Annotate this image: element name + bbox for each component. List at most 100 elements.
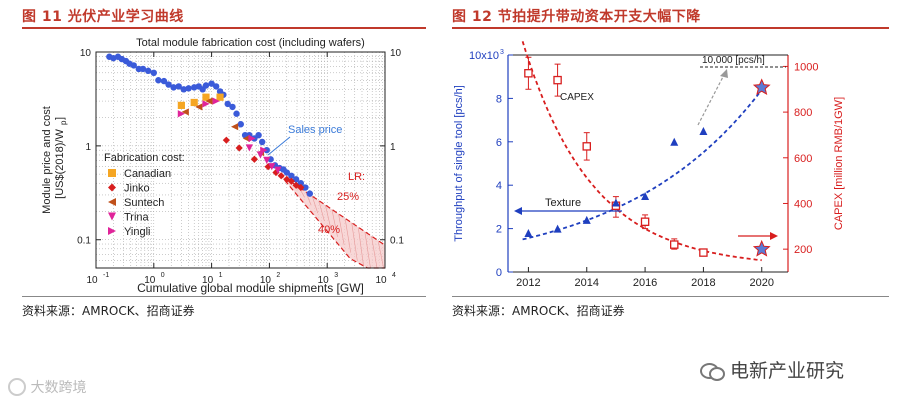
left-point-trina (268, 163, 276, 171)
left-y-tick-label: 10 (80, 48, 92, 59)
left-point-sales-price (150, 69, 157, 77)
right-yl-tick-label-top-exp: 3 (500, 49, 504, 56)
left-x-tick-base: 10 (144, 275, 156, 286)
left-point-sales-price (160, 77, 168, 85)
left-point-suntech (181, 108, 189, 116)
lr-40-label: 40% (318, 224, 340, 236)
left-series-jinko (222, 136, 305, 192)
left-x-tick-base: 10 (260, 275, 272, 286)
learning-rate-hatch-line (344, 218, 351, 253)
left-point-sales-price (229, 103, 236, 111)
left-x-tick-label: 10 2 (260, 272, 281, 286)
left-x-tick-exp: 2 (276, 272, 280, 279)
left-point-sales-price (237, 121, 244, 128)
left-point-sales-price (144, 67, 152, 75)
progress-arrow (697, 72, 726, 126)
left-point-canadian (190, 98, 198, 107)
left-y-axis-label-end: ] (54, 117, 66, 120)
left-point-yingli (248, 134, 256, 143)
source-rule-left (22, 296, 426, 297)
right-yl-tick-label: 8 (496, 93, 502, 105)
left-point-sales-price (185, 85, 192, 92)
watermark-left-text: 大数跨境 (30, 380, 87, 396)
right-yl-tick-label-top: 10x10 3 (469, 49, 504, 62)
left-series-suntech (181, 97, 265, 157)
target-throughput-label: 10,000 [pcs/h] (702, 55, 765, 66)
right-x-tick-label: 2014 (575, 277, 599, 289)
target-capex-star (752, 239, 771, 257)
left-x-tick-exp: 1 (219, 272, 223, 279)
right-y-left-label: Throughput of single tool [pcs/h] (453, 85, 465, 242)
learning-rate-hatch-line (311, 195, 319, 214)
learning-rate-hatch-line (371, 235, 378, 269)
left-x-tick-label: 10 3 (318, 272, 339, 286)
left-point-canadian (177, 101, 185, 109)
texture-point (611, 198, 620, 207)
left-y-tick-label-right: 1 (390, 142, 396, 153)
right-yr-tick-label: 600 (794, 153, 812, 165)
legend-marker-trina (108, 212, 116, 221)
legend-label-suntech: Suntech (124, 197, 164, 209)
left-x-tick-base: 10 (318, 275, 330, 286)
left-y-axis-label-line2: [US$(2018)/W (54, 129, 66, 199)
capex-point (553, 75, 562, 85)
learning-rate-hatch-line (318, 200, 325, 222)
left-point-yingli (260, 146, 268, 154)
left-point-sales-price (180, 86, 187, 93)
left-point-jinko (287, 177, 295, 185)
right-yl-tick-label: 6 (496, 137, 502, 149)
capex-point (582, 142, 592, 151)
right-yl-tick-label: 4 (496, 180, 502, 192)
legend-marker-jinko (108, 183, 116, 192)
left-point-sales-price (130, 62, 137, 69)
texture-arrow-head (514, 207, 522, 215)
learning-rate-hatch (292, 182, 384, 269)
right-y-right-label-text: CAPEX [million RMB/1GW] (833, 97, 845, 230)
progress-arrow-head (720, 69, 728, 78)
legend-label-yingli: Yingli (124, 226, 151, 238)
legend-label-canadian: Canadian (124, 168, 171, 180)
left-point-yingli (177, 110, 185, 118)
capex-point (524, 69, 533, 78)
source-rule-right (452, 296, 889, 297)
right-yr-tick-label: 400 (794, 198, 812, 210)
legend-label-trina: Trina (124, 212, 150, 224)
left-point-jinko (235, 144, 243, 152)
left-y-axis-label-sub: p (59, 120, 68, 125)
left-x-tick-label: 10 1 (202, 272, 223, 286)
left-series-trina (245, 144, 282, 174)
left-point-jinko (272, 168, 280, 177)
right-y-left-label-text: Throughput of single tool [pcs/h] (453, 85, 465, 242)
left-x-axis-label: Cumulative global module shipments [GW] (137, 281, 364, 295)
left-x-tick-exp: 4 (392, 272, 396, 279)
target-throughput-star (752, 78, 771, 96)
left-x-tick-base: 10 (86, 275, 98, 286)
texture-point (699, 126, 708, 135)
capex-point (699, 248, 708, 257)
left-point-sales-price (288, 172, 295, 179)
sales-price-annotation: Sales price (288, 124, 342, 136)
left-x-tick-exp: -1 (103, 272, 109, 279)
watermark-logo-icon (8, 378, 26, 396)
capex-point (640, 217, 650, 226)
left-x-tick-exp: 3 (334, 272, 338, 279)
right-yr-tick-label: 800 (794, 107, 812, 119)
throughput-trend-line (522, 89, 763, 241)
capex-annotation: CAPEX (560, 92, 594, 103)
watermark-right-text: 电新产业研究 (730, 360, 845, 382)
left-point-jinko (297, 183, 305, 192)
right-yl-tick-label: 0 (496, 267, 502, 279)
right-x-tick-label: 2018 (691, 277, 715, 289)
left-point-jinko (283, 175, 291, 183)
right-x-tick-label: 2016 (633, 277, 657, 289)
right-x-tick-label: 2012 (516, 277, 540, 289)
left-point-sales-price (212, 83, 220, 90)
left-x-tick-exp: 0 (161, 272, 165, 279)
legend-marker-yingli (108, 227, 116, 235)
learning-rate-hatch-line (338, 213, 345, 245)
left-point-canadian (202, 93, 210, 101)
learning-rate-hatch-line (325, 204, 332, 229)
left-x-tick-base: 10 (202, 275, 214, 286)
